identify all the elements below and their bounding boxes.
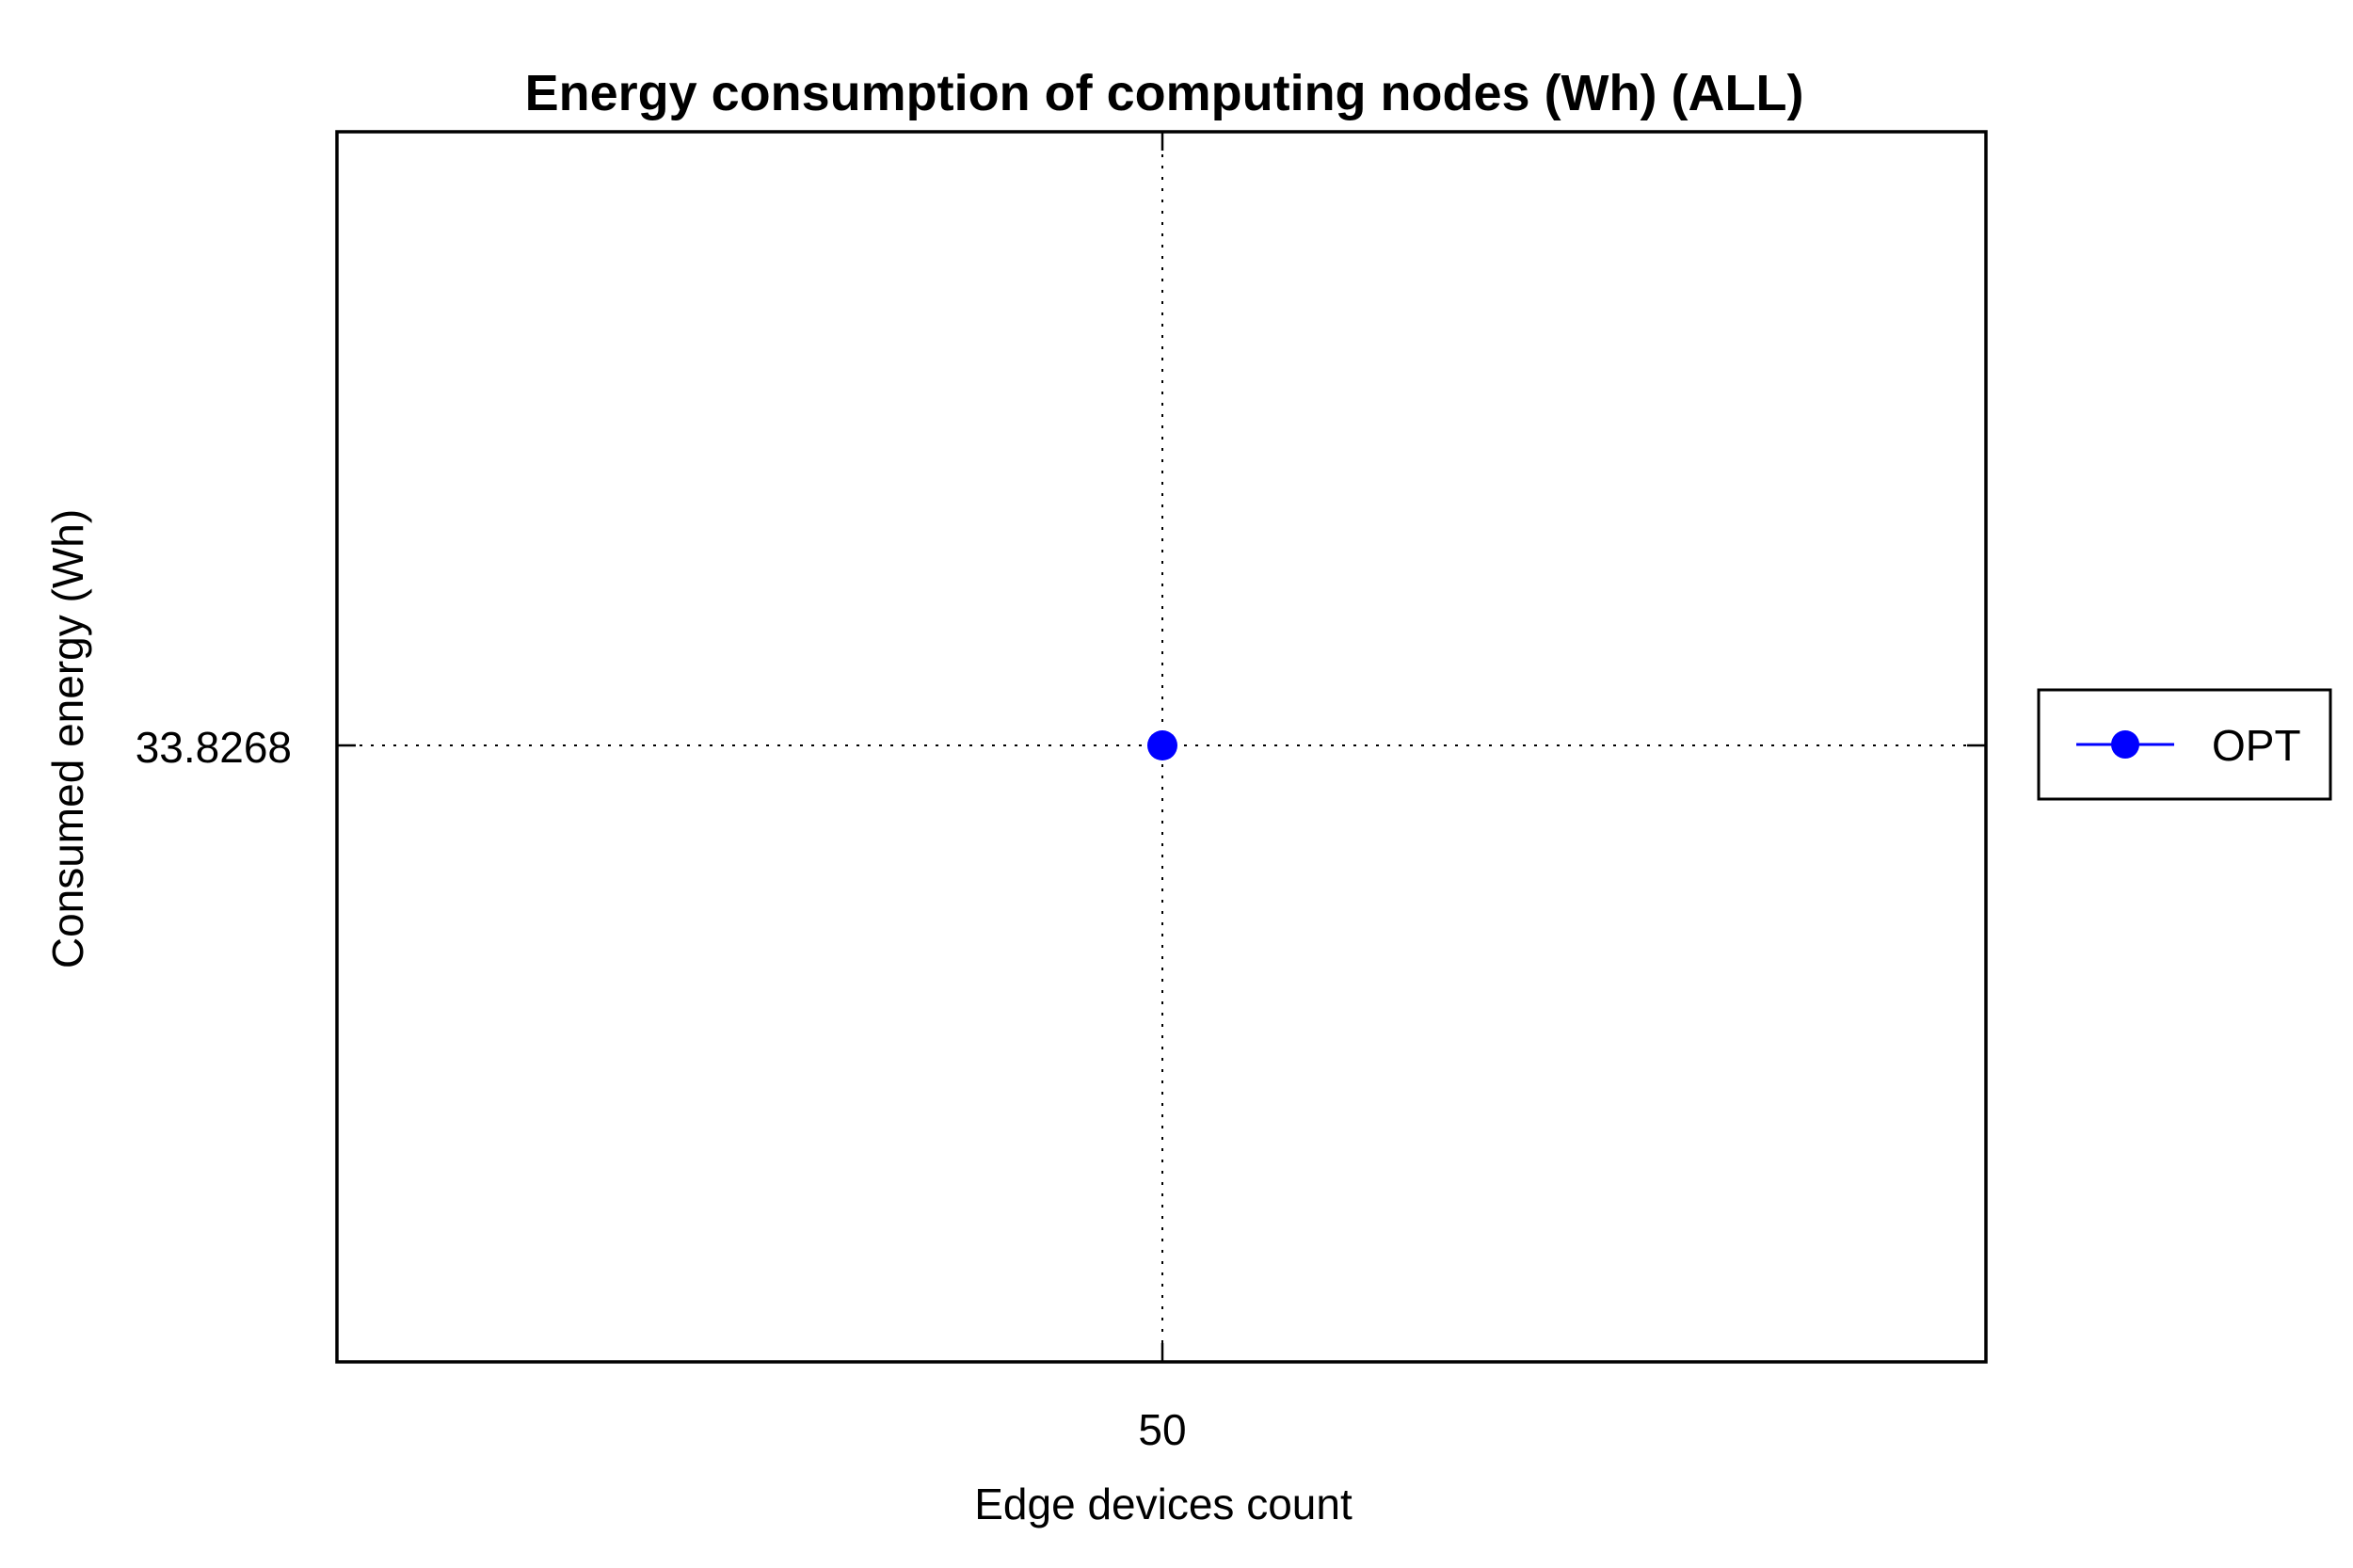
y-axis-label: Consumed energy (Wh) (43, 509, 92, 968)
series-layer (1147, 730, 1177, 760)
legend: OPT (2037, 688, 2332, 801)
legend-marker-opt (2111, 730, 2139, 759)
x-tick-label: 50 (1138, 1405, 1186, 1454)
y-tick-label: 33.8268 (136, 723, 292, 772)
legend-label-opt: OPT (2212, 721, 2301, 770)
chart-title: Energy consumption of computing nodes (W… (525, 65, 1804, 121)
x-axis-label: Edge devices count (974, 1480, 1353, 1528)
data-point-opt-0 (1147, 730, 1177, 760)
